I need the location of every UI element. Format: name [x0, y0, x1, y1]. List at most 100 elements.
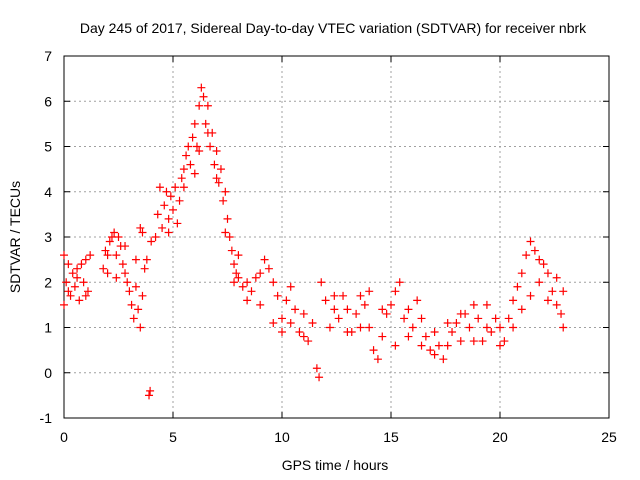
data-point: [206, 142, 215, 151]
data-point: [142, 255, 151, 264]
data-point: [203, 101, 212, 110]
y-tick-label: 4: [44, 184, 52, 200]
data-point: [543, 269, 552, 278]
data-point: [66, 291, 75, 300]
data-point: [382, 309, 391, 318]
data-point: [430, 350, 439, 359]
data-point: [312, 364, 321, 373]
data-point: [175, 196, 184, 205]
data-point: [330, 305, 339, 314]
data-point: [434, 341, 443, 350]
data-point: [487, 328, 496, 337]
x-tick-label: 25: [601, 429, 617, 445]
data-point: [404, 332, 413, 341]
data-point: [103, 269, 112, 278]
data-point: [286, 282, 295, 291]
data-point: [543, 296, 552, 305]
data-point: [517, 269, 526, 278]
data-point: [227, 246, 236, 255]
data-point: [509, 296, 518, 305]
data-point: [325, 323, 334, 332]
data-point: [474, 314, 483, 323]
data-point: [343, 328, 352, 337]
data-point: [136, 223, 145, 232]
x-tick-label: 5: [169, 429, 177, 445]
data-point: [234, 251, 243, 260]
data-point: [118, 260, 127, 269]
data-point: [469, 337, 478, 346]
data-point: [195, 101, 204, 110]
y-tick-label: 7: [44, 48, 52, 64]
data-point: [129, 314, 138, 323]
data-point: [64, 287, 73, 296]
data-series: [60, 83, 568, 400]
data-point: [509, 323, 518, 332]
data-point: [251, 273, 260, 282]
data-point: [131, 255, 140, 264]
data-point: [140, 264, 149, 273]
data-point: [160, 201, 169, 210]
data-point: [221, 228, 230, 237]
data-point: [530, 246, 539, 255]
data-point: [112, 273, 121, 282]
data-point: [417, 314, 426, 323]
data-point: [413, 296, 422, 305]
data-point: [197, 83, 206, 92]
x-tick-label: 0: [60, 429, 68, 445]
data-point: [131, 282, 140, 291]
data-point: [526, 237, 535, 246]
y-axis-label: SDTVAR / TECUs: [7, 181, 23, 293]
data-point: [138, 228, 147, 237]
data-point: [482, 300, 491, 309]
data-point: [308, 318, 317, 327]
data-point: [513, 282, 522, 291]
data-point: [147, 237, 156, 246]
data-point: [230, 260, 239, 269]
axis-ticks: 0 5 10 15 20 25 -1 0 1 2 3 4 5 6 7: [40, 48, 617, 445]
data-point: [70, 282, 79, 291]
data-point: [184, 142, 193, 151]
y-tick-label: 0: [44, 365, 52, 381]
data-point: [360, 300, 369, 309]
data-point: [373, 355, 382, 364]
data-point: [256, 300, 265, 309]
data-point: [408, 323, 417, 332]
data-point: [448, 328, 457, 337]
data-point: [201, 119, 210, 128]
data-point: [456, 309, 465, 318]
data-point: [238, 282, 247, 291]
data-point: [164, 214, 173, 223]
data-point: [190, 119, 199, 128]
data-point: [121, 242, 130, 251]
data-point: [278, 314, 286, 323]
data-point: [64, 260, 73, 269]
data-point: [430, 328, 439, 337]
data-point: [421, 332, 430, 341]
data-point: [247, 287, 256, 296]
data-point: [79, 278, 88, 287]
data-point: [482, 323, 491, 332]
data-point: [295, 328, 304, 337]
data-point: [559, 287, 568, 296]
data-point: [219, 196, 228, 205]
x-axis-label: GPS time / hours: [282, 457, 389, 473]
data-point: [210, 160, 219, 169]
data-point: [114, 233, 123, 241]
data-point: [395, 278, 404, 287]
data-point: [517, 305, 526, 314]
data-point: [173, 219, 182, 228]
data-point: [478, 337, 487, 346]
x-tick-label: 20: [492, 429, 508, 445]
data-point: [166, 192, 175, 201]
data-point: [203, 128, 212, 137]
data-point: [491, 314, 500, 323]
data-point: [99, 264, 108, 273]
data-point: [171, 183, 180, 192]
data-point: [60, 300, 68, 309]
data-point: [369, 346, 378, 355]
data-point: [179, 165, 188, 174]
y-tick-label: -1: [40, 410, 53, 426]
data-point: [125, 287, 134, 296]
data-point: [127, 300, 136, 309]
